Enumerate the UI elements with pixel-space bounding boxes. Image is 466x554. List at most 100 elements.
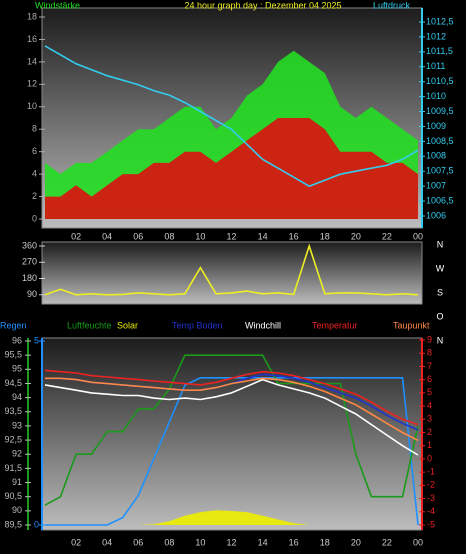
line <box>44 45 419 188</box>
y2-tick-label: 1 <box>427 440 432 450</box>
y-tick-label: 0 <box>32 213 37 223</box>
x-tick-label: 14 <box>258 231 268 241</box>
y-tick-label: 94 <box>12 392 22 402</box>
x-tick-label: 10 <box>195 537 205 547</box>
y2-tick-label: 1008,5 <box>426 136 454 146</box>
y-tick-label: 91,5 <box>4 463 22 473</box>
x-tick-label: 22 <box>382 537 392 547</box>
y-tick-label: 90,5 <box>4 491 22 501</box>
x-tick-label: 16 <box>289 231 299 241</box>
x-tick-label: 02 <box>71 231 81 241</box>
y2-tick-label: 1007,5 <box>426 166 454 176</box>
compass-label: S <box>437 287 443 297</box>
y2-tick-label: -3 <box>427 493 435 503</box>
y2-tick-label: 1008 <box>426 151 446 161</box>
y3-tick-label: 0 <box>34 519 39 529</box>
y-tick-label: 270 <box>22 257 37 267</box>
legend-entry: Windchill <box>245 320 281 330</box>
y2-tick-label: 0 <box>427 453 432 463</box>
y2-tick-label: 7 <box>427 361 432 371</box>
y-tick-label: 91 <box>12 477 22 487</box>
area <box>45 118 418 219</box>
line <box>44 378 419 456</box>
y-tick-label: 95 <box>12 364 22 374</box>
x-tick-label: 22 <box>382 231 392 241</box>
x-tick-label: 12 <box>226 231 236 241</box>
compass-label: W <box>436 263 445 273</box>
x-tick-label: 02 <box>71 537 81 547</box>
y2-tick-label: 1011 <box>426 61 445 71</box>
x-tick-label: 00 <box>413 537 423 547</box>
y2-tick-label: -4 <box>427 506 435 516</box>
x-tick-label: 10 <box>195 231 205 241</box>
y-tick-label: 4 <box>32 168 37 178</box>
chart-title: 24 hour graph day : Dezember 04 2025 <box>184 0 341 10</box>
y2-tick-label: 1006,5 <box>426 195 454 205</box>
y2-tick-label: -2 <box>427 480 435 490</box>
x-tick-label: 20 <box>351 537 361 547</box>
y2-tick-label: 8 <box>427 348 432 358</box>
line <box>45 377 419 442</box>
x-tick-label: 04 <box>102 537 112 547</box>
x-tick-label: 08 <box>164 231 174 241</box>
y-tick-label: 8 <box>32 124 37 134</box>
y-tick-label: 94,5 <box>4 378 22 388</box>
y2-tick-label: 5 <box>427 387 432 397</box>
y-tick-label: 92 <box>12 449 22 459</box>
x-tick-label: 18 <box>320 537 330 547</box>
y2-tick-label: 9 <box>427 334 432 344</box>
line <box>44 354 419 506</box>
legend-entry: Taupunkt <box>393 320 430 330</box>
legend-entry: Luftfeuchte <box>67 320 112 330</box>
y2-tick-label: -5 <box>427 519 435 529</box>
compass-label: N <box>437 335 444 345</box>
y-tick-label: 6 <box>32 146 37 156</box>
y2-tick-label: 3 <box>427 414 432 424</box>
y-tick-label: 14 <box>27 56 37 66</box>
y-tick-label: 90 <box>27 289 37 299</box>
y2-tick-label: 2 <box>427 427 432 437</box>
x-tick-label: 14 <box>258 537 268 547</box>
y-tick-label: 92,5 <box>4 434 22 444</box>
x-tick-label: 04 <box>102 231 112 241</box>
y2-tick-label: 1009,5 <box>426 106 454 116</box>
y2-axis-label: Luftdruck <box>373 0 411 10</box>
y2-tick-label: -1 <box>427 467 435 477</box>
legend-entry: Temperatur <box>312 320 358 330</box>
plot-area <box>41 337 423 531</box>
y-tick-label: 2 <box>32 191 37 201</box>
y3-tick-label: 5 <box>34 335 39 345</box>
y-tick-label: 12 <box>27 79 37 89</box>
x-tick-label: 16 <box>289 537 299 547</box>
y2-tick-label: 1010 <box>426 91 446 101</box>
y2-tick-label: 1011,5 <box>426 46 453 56</box>
y-tick-label: 180 <box>22 273 37 283</box>
y-tick-label: 93 <box>12 420 22 430</box>
x-tick-label: 20 <box>351 231 361 241</box>
y-axis-label: Windstärke <box>35 0 80 10</box>
y2-tick-label: 1006 <box>426 210 446 220</box>
area <box>45 510 418 525</box>
y-tick-label: 10 <box>27 101 37 111</box>
compass-label: O <box>436 311 443 321</box>
compass-label: N <box>437 239 444 249</box>
x-tick-label: 00 <box>413 231 423 241</box>
y2-tick-label: 1009 <box>426 121 446 131</box>
y-tick-label: 96 <box>12 335 22 345</box>
y-tick-label: 89,5 <box>4 519 22 529</box>
y2-tick-label: 1007 <box>426 181 446 191</box>
y-tick-label: 360 <box>22 240 37 250</box>
x-tick-label: 06 <box>133 537 143 547</box>
y-tick-label: 93,5 <box>4 406 22 416</box>
legend-entry: Temp Boden <box>172 320 223 330</box>
y2-tick-label: 1010,5 <box>426 76 454 86</box>
y2-tick-label: 1012 <box>426 31 446 41</box>
y2-tick-label: 1012,5 <box>426 16 454 26</box>
y-tick-label: 95,5 <box>4 350 22 360</box>
legend-entry: Regen <box>0 320 27 330</box>
y2-tick-label: 6 <box>427 374 432 384</box>
x-tick-label: 06 <box>133 231 143 241</box>
x-tick-label: 18 <box>320 231 330 241</box>
